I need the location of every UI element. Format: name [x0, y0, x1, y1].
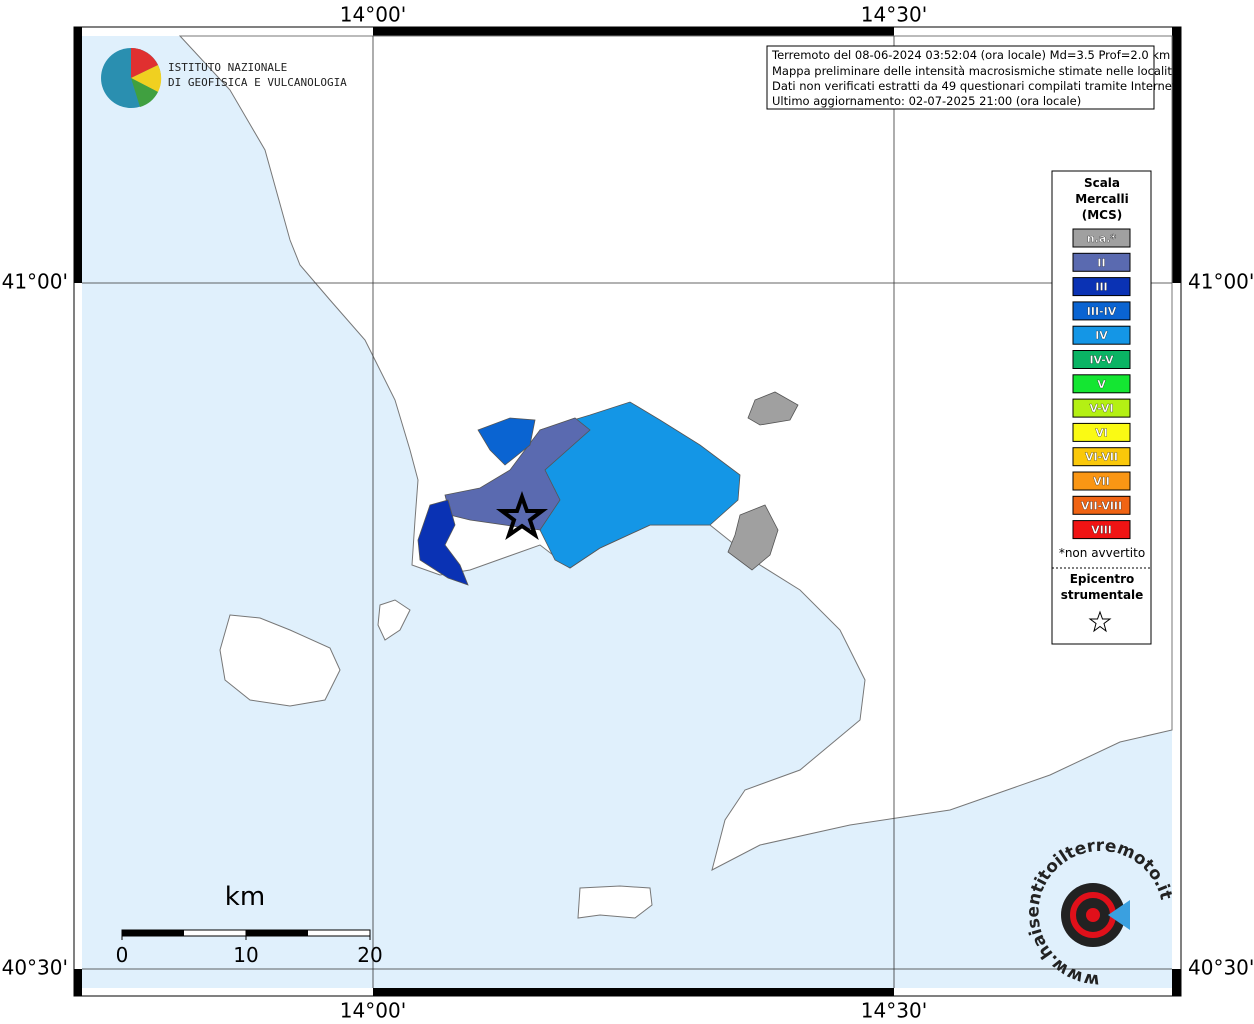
legend-swatch — [1072, 398, 1131, 418]
scale-tick-label: 0 — [116, 943, 129, 967]
lat-label: 40°30' — [2, 956, 68, 980]
logo-text: ISTITUTO NAZIONALE — [168, 61, 287, 74]
area-iii-iv — [477, 417, 536, 466]
logo-text: DI GEOFISICA E VULCANOLOGIA — [168, 76, 347, 89]
legend-title: Mercalli — [1075, 192, 1129, 206]
lon-label: 14°30' — [861, 3, 927, 27]
scale-bar-segment — [122, 930, 184, 936]
scale-tick-label: 20 — [357, 943, 382, 967]
legend-swatch — [1072, 228, 1131, 248]
lon-label: 14°00' — [340, 3, 406, 27]
legend-swatch — [1072, 374, 1131, 394]
lat-label: 41°00' — [1188, 270, 1254, 294]
legend-swatch — [1072, 520, 1131, 540]
legend-title: Scala — [1084, 176, 1120, 190]
scale-unit: km — [225, 882, 265, 912]
legend-swatch — [1072, 277, 1131, 297]
lat-label: 41°00' — [2, 270, 68, 294]
frame-bar — [373, 988, 894, 996]
frame-bar — [74, 27, 82, 283]
legend-label: IV — [1095, 329, 1108, 342]
legend-swatch — [1072, 350, 1131, 369]
logo-segment — [131, 78, 158, 107]
legend-epicenter: strumentale — [1061, 588, 1144, 602]
info-line: Mappa preliminare delle intensità macros… — [772, 64, 1179, 78]
logo-segment — [131, 65, 162, 92]
legend-label: V-VI — [1089, 402, 1113, 415]
legend-swatch — [1072, 471, 1131, 491]
legend-label: III — [1095, 281, 1107, 294]
island — [577, 885, 653, 919]
scale-tick-label: 10 — [233, 943, 258, 967]
legend-epicenter: Epicentro — [1070, 572, 1135, 586]
legend-label: VIII — [1091, 524, 1112, 537]
area-iii — [417, 499, 469, 586]
area-na — [747, 391, 799, 426]
legend-label: n.a.* — [1087, 232, 1117, 245]
info-box — [766, 45, 1155, 110]
lon-label: 14°30' — [861, 999, 927, 1023]
legend-swatch — [1072, 325, 1131, 345]
legend-swatch — [1072, 495, 1131, 515]
island — [377, 599, 411, 641]
info-line: Ultimo aggiornamento: 02-07-2025 21:00 (… — [772, 94, 1081, 108]
info-line: Terremoto del 08-06-2024 03:52:04 (ora l… — [771, 48, 1170, 62]
scale-bar: km 0 10 20 — [116, 882, 383, 967]
legend-label: II — [1097, 256, 1105, 269]
legend-label: III-IV — [1087, 305, 1117, 318]
area-na — [727, 504, 779, 571]
legend-swatch — [1072, 301, 1131, 321]
legend-swatch — [1072, 252, 1131, 272]
watermark-horn — [1108, 900, 1130, 930]
legend-label: VI-VII — [1085, 451, 1118, 464]
frame-bar — [373, 27, 894, 36]
scale-bar-segment — [246, 930, 308, 936]
legend-label: VI — [1095, 426, 1108, 439]
lat-label: 40°30' — [1188, 956, 1254, 980]
frame-bar — [1172, 969, 1181, 996]
watermark-dot — [1086, 908, 1100, 922]
legend-swatch — [1072, 447, 1131, 467]
frame-bar — [74, 969, 82, 996]
logo-segment — [131, 48, 158, 78]
legend: Scala Mercalli (MCS) *non avvertito Epic… — [1051, 170, 1152, 645]
legend-label: IV-V — [1089, 354, 1114, 367]
info-line: Dati non verificati estratti da 49 quest… — [772, 79, 1180, 93]
legend-label: V — [1097, 378, 1106, 391]
legend-title: (MCS) — [1082, 208, 1123, 222]
legend-note: *non avvertito — [1059, 546, 1145, 560]
legend-label: VII — [1093, 475, 1110, 488]
epicenter-star — [496, 491, 548, 541]
graticule — [82, 36, 1172, 988]
legend-label: VII-VIII — [1081, 499, 1122, 512]
frame-bar — [1172, 27, 1181, 283]
logo: ISTITUTO NAZIONALE DI GEOFISICA E VULCAN… — [101, 48, 347, 108]
lon-label: 14°00' — [340, 999, 406, 1023]
area-ii — [444, 417, 591, 531]
island — [219, 614, 341, 707]
legend-swatch — [1072, 422, 1131, 442]
legend-star — [1088, 610, 1112, 633]
